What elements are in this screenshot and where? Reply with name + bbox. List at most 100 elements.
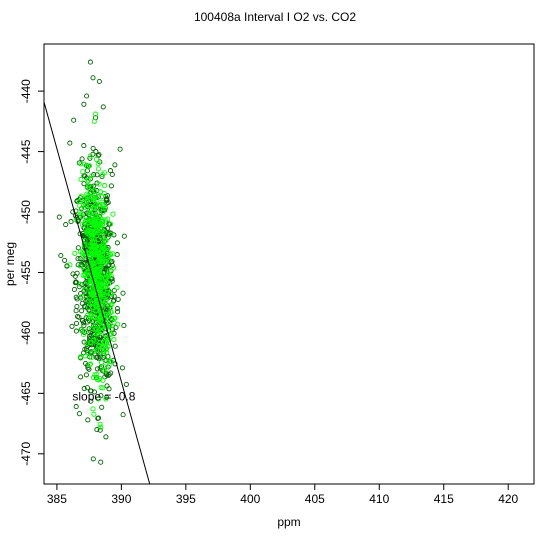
data-point xyxy=(98,459,104,465)
data-point xyxy=(91,314,97,320)
data-point xyxy=(103,258,109,265)
data-point xyxy=(81,143,87,149)
data-point xyxy=(81,101,87,107)
data-point xyxy=(97,490,101,494)
plot-frame xyxy=(43,43,535,485)
data-point xyxy=(89,251,95,257)
data-point xyxy=(112,343,118,349)
data-point xyxy=(90,456,96,462)
data-point xyxy=(73,328,79,334)
data-point xyxy=(92,239,98,245)
y-tick-label: -460 xyxy=(19,321,33,345)
data-point xyxy=(82,353,88,359)
data-point xyxy=(101,170,108,176)
data-point xyxy=(62,257,68,263)
data-point xyxy=(96,181,102,187)
x-tick-label: 385 xyxy=(47,492,67,506)
y-tick-label: -465 xyxy=(19,381,33,405)
data-point xyxy=(93,326,99,332)
data-point xyxy=(68,219,74,225)
data-point xyxy=(98,251,104,257)
data-point xyxy=(105,343,111,349)
data-point xyxy=(73,320,80,326)
data-point xyxy=(99,257,105,263)
data-point xyxy=(108,331,115,337)
data-point xyxy=(108,221,114,227)
data-point xyxy=(90,374,97,380)
data-point xyxy=(79,156,85,162)
data-point xyxy=(108,308,114,314)
data-point xyxy=(76,411,82,417)
data-point xyxy=(87,362,93,368)
data-point xyxy=(89,189,95,195)
data-point xyxy=(81,205,87,211)
fit-line xyxy=(44,101,151,484)
data-point xyxy=(90,145,96,151)
data-point xyxy=(114,252,120,258)
data-point xyxy=(104,372,110,378)
data-point xyxy=(88,210,94,216)
data-point xyxy=(102,275,108,281)
data-point xyxy=(101,190,107,197)
data-point xyxy=(100,243,106,249)
data-point xyxy=(78,193,84,199)
y-tick-label: -440 xyxy=(19,79,33,103)
data-point xyxy=(58,252,64,259)
data-point xyxy=(74,303,80,310)
data-point xyxy=(69,323,75,329)
data-point xyxy=(107,251,113,257)
data-point xyxy=(86,178,92,184)
data-point xyxy=(90,75,96,81)
data-point xyxy=(88,332,94,338)
data-point xyxy=(89,244,95,251)
data-point xyxy=(97,222,103,229)
data-point xyxy=(74,270,80,276)
data-point xyxy=(121,323,127,329)
data-point xyxy=(90,310,96,317)
data-point xyxy=(100,256,106,262)
data-point xyxy=(91,118,97,124)
data-point xyxy=(114,240,120,246)
data-point xyxy=(84,93,90,99)
data-point xyxy=(108,231,114,238)
data-point xyxy=(71,286,77,293)
data-point xyxy=(77,209,83,215)
data-point xyxy=(82,271,88,277)
data-point xyxy=(83,372,89,378)
data-point xyxy=(95,209,101,215)
y-tick-label: -445 xyxy=(19,139,33,163)
data-point xyxy=(93,216,99,222)
data-point xyxy=(72,250,78,256)
data-point xyxy=(78,374,84,380)
data-point xyxy=(104,290,110,296)
data-point xyxy=(71,117,77,123)
data-point xyxy=(108,272,114,279)
x-tick-label: 390 xyxy=(111,492,131,506)
data-point xyxy=(75,256,81,262)
data-point xyxy=(89,318,95,325)
data-point xyxy=(92,372,98,378)
data-point xyxy=(102,205,108,211)
data-point xyxy=(82,237,88,244)
data-point xyxy=(79,213,85,219)
data-point xyxy=(108,316,115,322)
data-point xyxy=(99,199,105,205)
data-point xyxy=(86,329,92,335)
data-point xyxy=(97,233,104,240)
data-point xyxy=(120,412,126,418)
data-point xyxy=(96,78,102,85)
data-point xyxy=(82,328,88,334)
data-point xyxy=(89,304,95,310)
data-point xyxy=(88,291,94,297)
data-point xyxy=(100,353,106,359)
data-point xyxy=(93,281,99,287)
y-axis-label: per meg xyxy=(3,242,17,286)
data-point xyxy=(99,404,105,410)
data-point xyxy=(109,171,115,178)
data-point xyxy=(77,281,83,287)
data-point xyxy=(76,199,82,205)
data-point xyxy=(111,265,117,271)
data-point xyxy=(85,183,91,189)
data-point xyxy=(91,261,97,267)
y-axis: -440 -445 -450 -455 -460 -465 -470 xyxy=(19,79,44,466)
